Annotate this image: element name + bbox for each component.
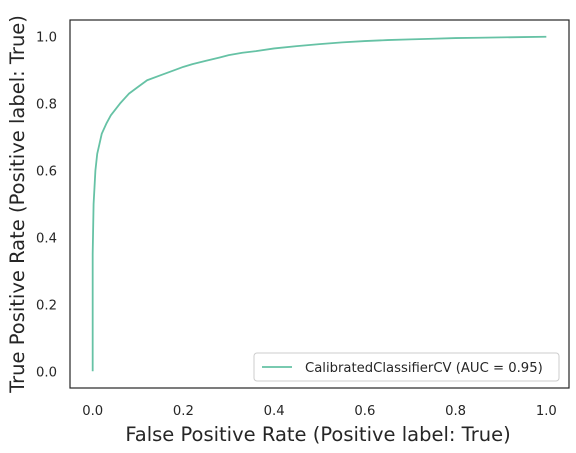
x-tick-label: 0.2 — [173, 404, 194, 419]
x-tick-label: 0.4 — [264, 404, 285, 419]
y-tick-labels: 0.0 0.2 0.4 0.6 0.8 1.0 — [36, 31, 57, 381]
y-tick-label: 1.0 — [36, 31, 57, 46]
x-tick-labels: 0.0 0.2 0.4 0.6 0.8 1.0 — [82, 404, 557, 419]
legend: CalibratedClassifierCV (AUC = 0.95) — [253, 352, 560, 382]
y-tick-label: 0.8 — [36, 98, 57, 113]
x-tick-label: 0.6 — [354, 404, 375, 419]
y-tick-label: 0.2 — [36, 298, 57, 313]
x-tick-label: 1.0 — [536, 404, 557, 419]
legend-box — [253, 352, 560, 382]
roc-curve-0 — [91, 35, 547, 372]
x-tick-label: 0.0 — [82, 404, 103, 419]
x-axis-label: False Positive Rate (Positive label: Tru… — [125, 423, 510, 446]
y-tick-label: 0.4 — [36, 231, 57, 246]
curve-layer — [91, 35, 547, 372]
plot-background — [70, 20, 569, 388]
y-tick-label: 0.0 — [36, 365, 57, 380]
y-tick-label: 0.6 — [36, 165, 57, 180]
plot-frame — [69, 19, 570, 389]
y-axis-label: True Positive Rate (Positive label: True… — [6, 15, 29, 394]
x-tick-label: 0.8 — [445, 404, 466, 419]
legend-label: CalibratedClassifierCV (AUC = 0.95) — [305, 361, 543, 376]
